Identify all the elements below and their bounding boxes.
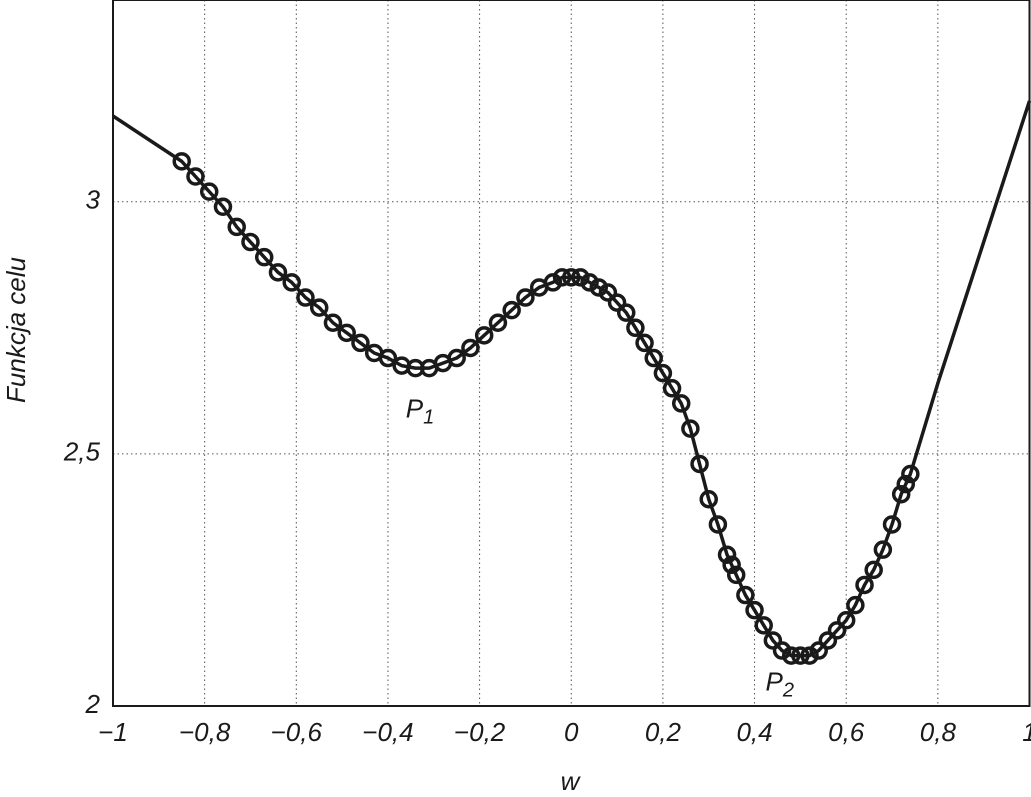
data-point	[882, 515, 902, 534]
data-point	[836, 611, 856, 630]
data-point	[662, 379, 682, 398]
plot-area	[112, 100, 1031, 665]
data-point	[653, 363, 673, 383]
x-tick-label: −0,8	[179, 717, 231, 747]
annotation-subscript: 2	[782, 680, 794, 702]
data-point	[337, 323, 356, 343]
data-point	[745, 600, 764, 620]
data-point	[241, 232, 260, 252]
data-point	[282, 273, 301, 292]
data-point	[580, 273, 599, 292]
x-tick-label: 0,6	[828, 717, 865, 747]
data-point	[827, 621, 847, 640]
annotation-subscript: 1	[423, 407, 434, 429]
data-point	[447, 348, 466, 368]
data-point	[227, 217, 246, 237]
data-point	[516, 288, 535, 307]
data-point	[296, 288, 315, 307]
data-point	[378, 348, 398, 368]
data-point	[199, 182, 219, 201]
data-point	[626, 318, 645, 338]
data-point	[818, 631, 838, 650]
data-point	[552, 268, 572, 287]
data-point	[772, 641, 792, 660]
data-point	[254, 247, 274, 267]
data-point	[543, 273, 563, 292]
annotation-text: P	[766, 666, 784, 696]
annotation: P1	[406, 393, 434, 428]
data-point	[461, 338, 480, 358]
data-point	[699, 489, 718, 509]
data-point	[502, 300, 521, 320]
x-tick-label: −0,2	[454, 717, 506, 747]
labels: w Funkcja celu −1 −0,8 −0,6 −0,4 −0,2 0 0,2 0,4…	[1, 185, 1031, 796]
data-point	[323, 313, 343, 332]
data-point	[635, 333, 654, 353]
data-point	[891, 484, 911, 504]
data-point	[717, 545, 737, 564]
data-point	[809, 641, 828, 660]
data-point	[172, 152, 191, 171]
x-tick-label: −0,4	[362, 717, 413, 747]
x-tick-label: 0,4	[736, 717, 772, 747]
data-point	[681, 419, 700, 438]
data-point	[901, 464, 920, 484]
data-point	[754, 616, 773, 635]
data-point	[488, 313, 508, 332]
x-tick-label: −1	[98, 717, 128, 747]
data-point	[736, 585, 755, 605]
data-point	[726, 565, 746, 585]
data-point	[800, 646, 819, 665]
data-point	[846, 595, 865, 615]
y-axis-label: Funkcja celu	[1, 257, 31, 403]
x-tick-label: 0,8	[920, 717, 957, 747]
data-point	[589, 278, 608, 297]
data-point	[186, 167, 205, 186]
data-point	[671, 394, 691, 413]
data-point	[896, 474, 916, 494]
x-tick-label: 0,2	[645, 717, 682, 747]
annotation-text: P	[406, 393, 424, 423]
data-point	[268, 263, 288, 282]
data-point	[598, 283, 618, 302]
data-point	[213, 197, 233, 217]
data-point	[781, 646, 801, 665]
data-point	[562, 268, 581, 287]
data-point	[855, 575, 874, 595]
annotation: P2	[766, 666, 794, 701]
data-point	[722, 555, 741, 575]
y-tick-label: 3	[86, 185, 101, 215]
data-point	[791, 646, 810, 665]
data-point	[309, 298, 329, 317]
data-point	[644, 348, 663, 368]
data-point	[873, 540, 893, 559]
y-tick-label: 2,5	[63, 437, 101, 467]
data-point	[607, 293, 627, 312]
data-point	[616, 303, 636, 322]
data-point	[474, 326, 494, 345]
y-tick-label: 2	[85, 689, 101, 719]
data-point	[351, 333, 370, 353]
data-point	[690, 454, 709, 474]
data-point	[571, 268, 590, 287]
data-point	[763, 631, 783, 650]
x-tick-label: 1	[1022, 717, 1031, 747]
x-axis-label: w	[561, 766, 582, 796]
plot-frame	[112, 0, 1031, 707]
x-tick-label: 0	[564, 717, 579, 747]
data-point	[864, 560, 883, 580]
x-tick-label: −0,6	[271, 717, 323, 747]
data-point	[708, 515, 728, 534]
